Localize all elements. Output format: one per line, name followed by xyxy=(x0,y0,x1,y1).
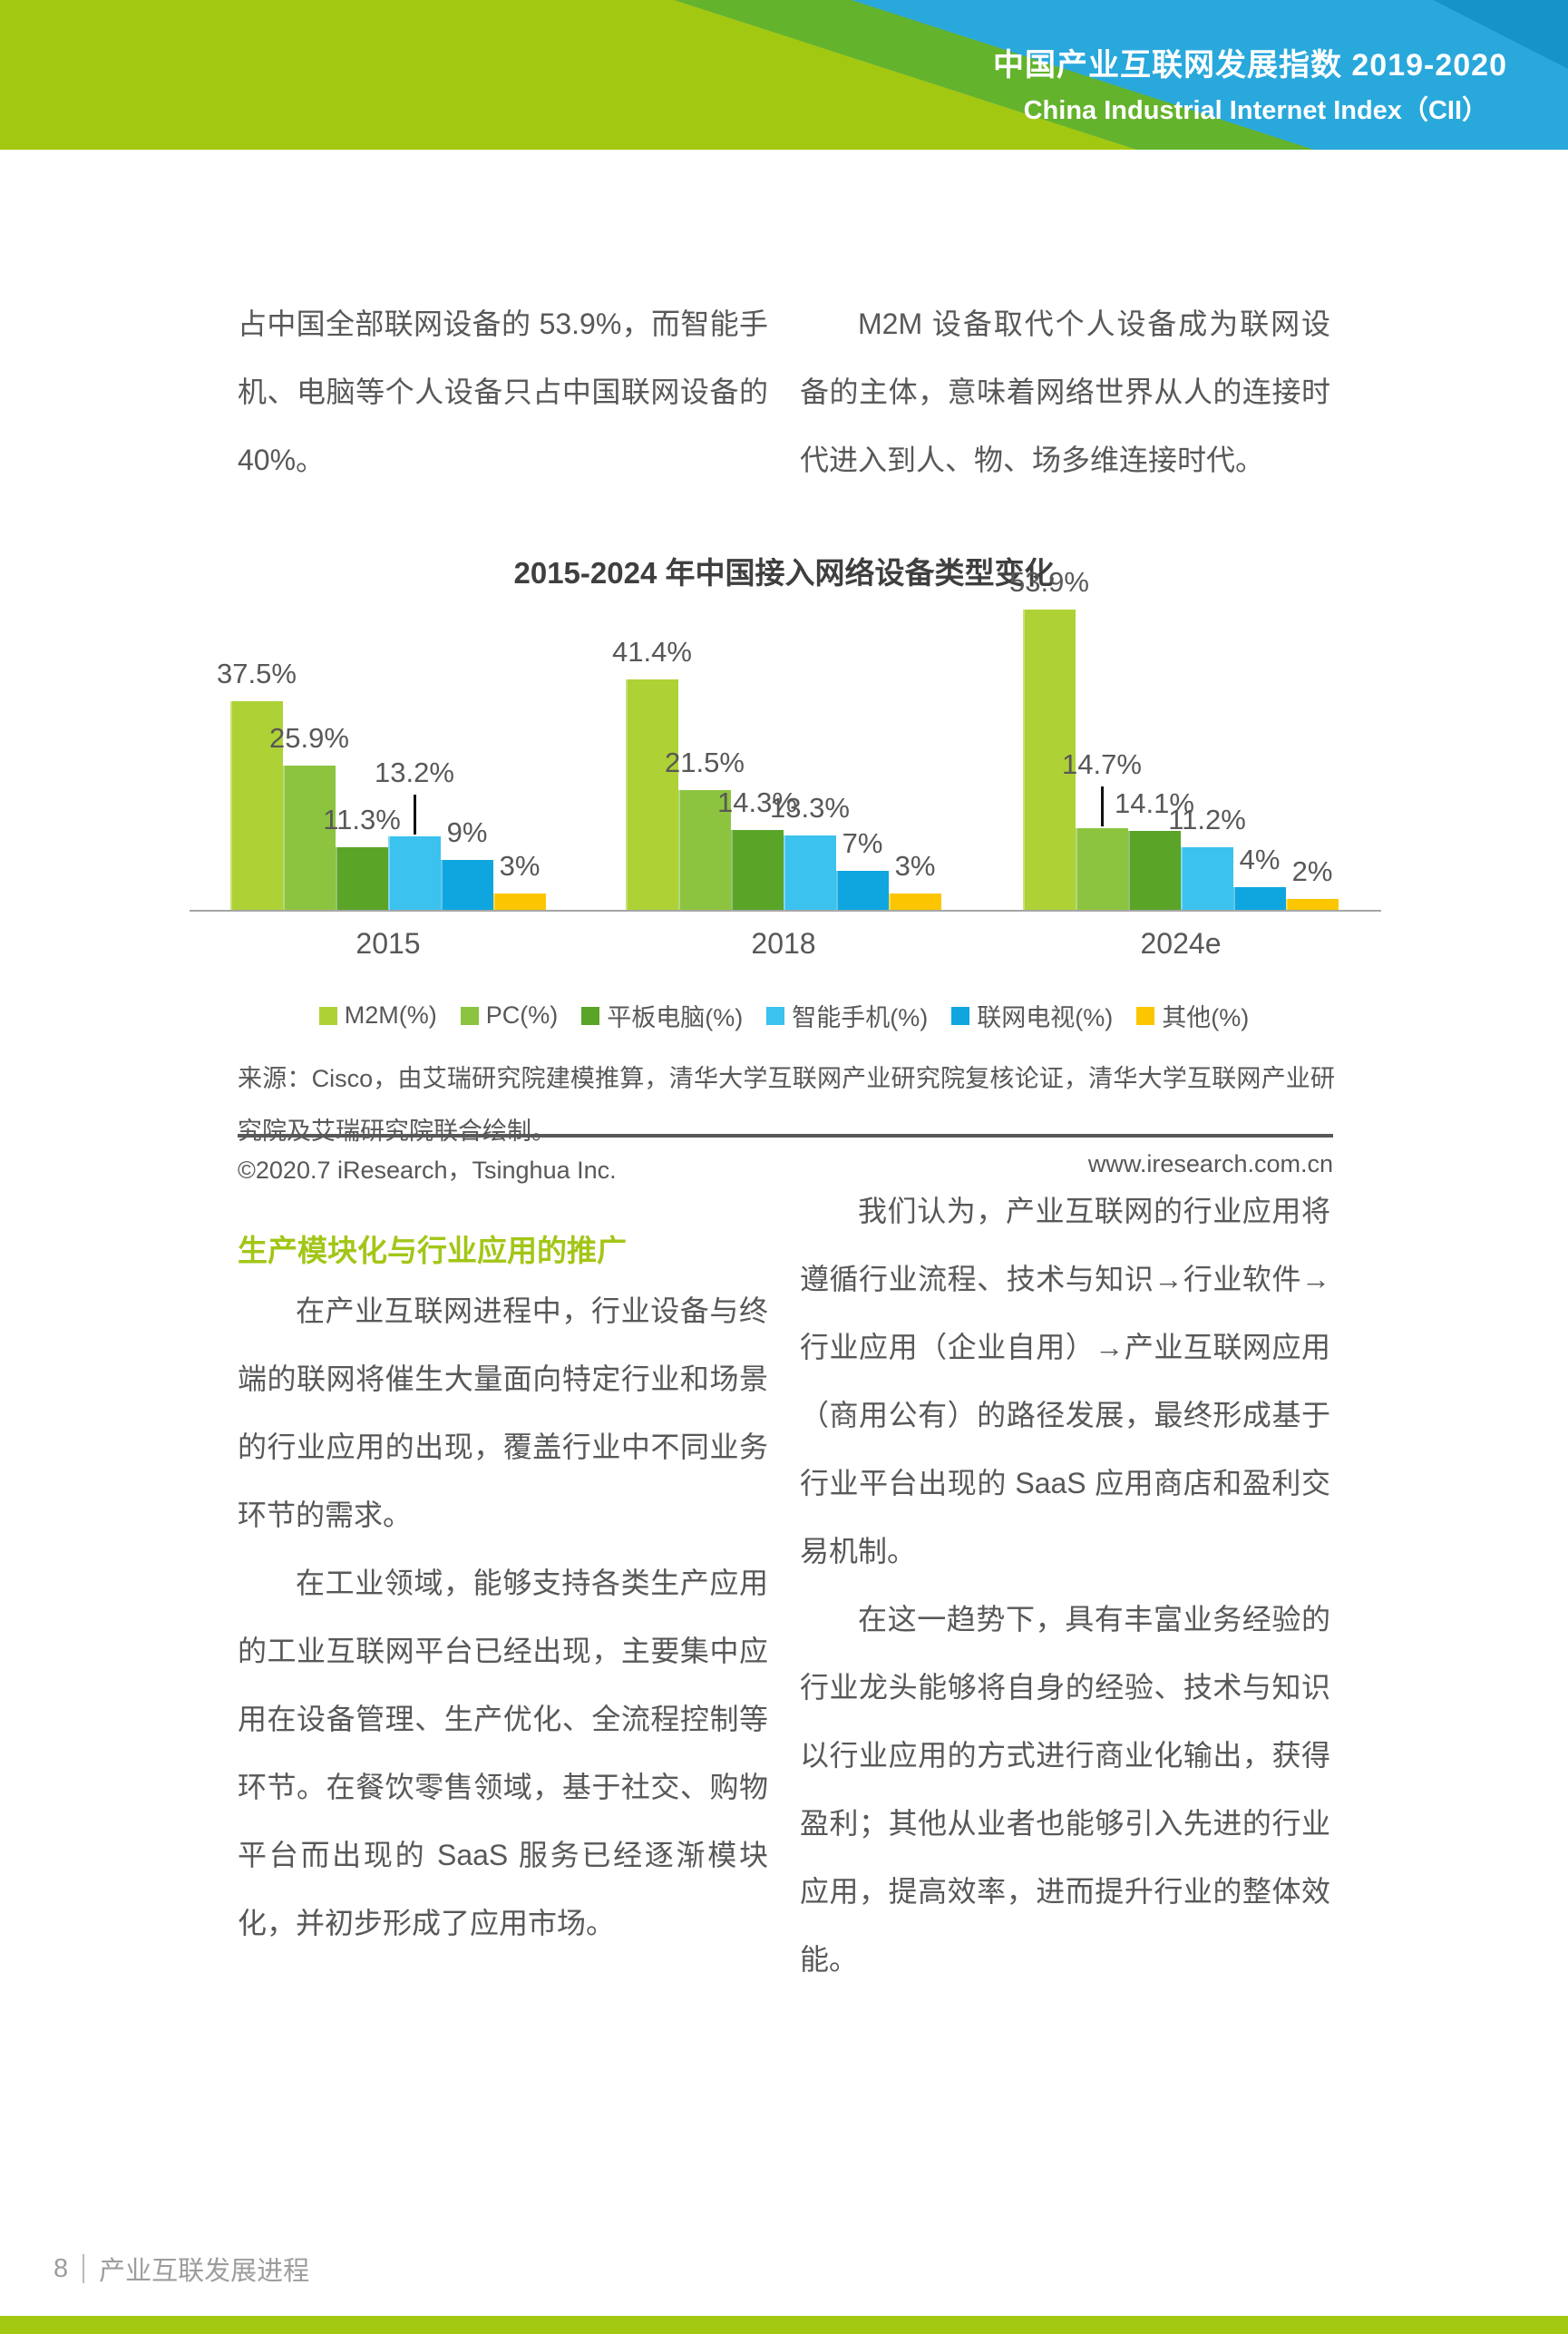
label-leader-line xyxy=(414,795,416,835)
divider-rule xyxy=(238,1134,1333,1138)
bar xyxy=(836,871,889,910)
legend-label: M2M(%) xyxy=(344,1001,437,1029)
bar-value-label: 7% xyxy=(842,827,883,859)
label-leader-line xyxy=(1101,786,1104,826)
bar xyxy=(493,894,546,910)
legend-item: 平板电脑(%) xyxy=(581,998,743,1033)
bar-value-label: 13.2% xyxy=(375,757,454,788)
bar xyxy=(1181,847,1233,910)
bar xyxy=(678,790,731,910)
bar-value-label: 25.9% xyxy=(269,722,349,754)
legend-label: PC(%) xyxy=(485,1001,559,1029)
legend-swatch-icon xyxy=(460,1006,479,1025)
legend-item: 联网电视(%) xyxy=(951,998,1113,1033)
bar-value-label: 9% xyxy=(446,816,488,848)
bar-value-label: 4% xyxy=(1239,844,1281,875)
bar xyxy=(626,679,678,910)
footer-section-name: 产业互联发展进程 xyxy=(99,2257,310,2286)
bar xyxy=(889,894,941,910)
page-header-banner: 中国产业互联网发展指数 2019-2020 China Industrial I… xyxy=(0,0,1568,150)
bar xyxy=(1076,828,1128,910)
bar xyxy=(441,860,493,910)
iresearch-url-link[interactable]: www.iresearch.com.cn xyxy=(1087,1150,1333,1177)
intro-paragraph-right: M2M 设备取代个人设备成为联网设备的主体，意味着网络世界从人的连接时代进入到人… xyxy=(800,308,1330,476)
bar-value-label: 14.1% xyxy=(1115,787,1194,819)
bar-value-label: 53.9% xyxy=(1009,566,1089,598)
chart-source-note: 来源：Cisco，由艾瑞研究院建模推算，清华大学互联网产业研究院复核论证，清华大… xyxy=(238,1065,1335,1145)
bar-value-label: 13.3% xyxy=(770,792,850,824)
bar xyxy=(1128,831,1181,910)
legend-label: 智能手机(%) xyxy=(792,1004,929,1031)
page-number: 8 xyxy=(54,2253,69,2283)
copyright-row: ©2020.7 iResearch，Tsinghua Inc. www.ires… xyxy=(238,1150,1333,1186)
report-title-en: China Industrial Internet Index（CII） xyxy=(1023,96,1488,125)
body-paragraph: 我们认为，产业互联网的行业应用将遵循行业流程、技术与知识→行业软件→行业应用（企… xyxy=(800,1195,1330,1567)
chart-title: 2015-2024 年中国接入网络设备类型变化 xyxy=(513,556,1055,590)
legend-label: 其他(%) xyxy=(1162,1004,1250,1031)
bar xyxy=(230,701,283,910)
bar-value-label: 11.3% xyxy=(323,804,401,835)
bar xyxy=(1233,887,1286,910)
footer-divider xyxy=(83,2254,85,2283)
chart-legend: M2M(%) PC(%) 平板电脑(%) 智能手机(%) 联网电视(%) 其他(%) xyxy=(0,998,1568,1033)
legend-item: 智能手机(%) xyxy=(766,998,928,1033)
category-label: 2018 xyxy=(751,927,816,960)
bar xyxy=(1023,610,1076,910)
legend-label: 联网电视(%) xyxy=(977,1004,1114,1031)
bar-value-label: 21.5% xyxy=(665,747,745,778)
bar-value-label: 37.5% xyxy=(217,658,297,689)
legend-swatch-icon xyxy=(1136,1006,1155,1025)
bottom-accent-bar xyxy=(0,2316,1568,2334)
bar-value-label: 2% xyxy=(1291,855,1333,887)
body-column-right: 我们认为，产业互联网的行业应用将遵循行业流程、技术与知识→行业软件→行业应用（企… xyxy=(800,1177,1330,1994)
page-footer: 8 产业互联发展进程 xyxy=(54,2250,309,2288)
body-paragraph: 在工业领域，能够支持各类生产应用的工业互联网平台已经出现，主要集中应用在设备管理… xyxy=(238,1567,768,1939)
chart-x-axis xyxy=(190,910,1381,912)
legend-swatch-icon xyxy=(766,1006,785,1025)
bar xyxy=(283,766,336,910)
report-title-zh: 中国产业互联网发展指数 2019-2020 xyxy=(992,48,1507,83)
legend-swatch-icon xyxy=(318,1006,337,1025)
legend-label: 平板电脑(%) xyxy=(607,1004,744,1031)
body-paragraph: 在产业互联网进程中，行业设备与终端的联网将催生大量面向特定行业和场景的行业应用的… xyxy=(238,1294,768,1531)
legend-swatch-icon xyxy=(951,1006,970,1025)
legend-item: 其他(%) xyxy=(1136,998,1249,1033)
bar-value-label: 41.4% xyxy=(612,636,692,668)
bar-chart: 2015-2024 年中国接入网络设备类型变化 37.5% 25.9% 11.3% 1… xyxy=(0,0,1568,1031)
bar-value-label: 3% xyxy=(499,850,541,882)
bar-value-label: 14.7% xyxy=(1062,748,1142,780)
legend-item: M2M(%) xyxy=(318,1001,437,1030)
bar-value-label: 3% xyxy=(894,850,936,882)
body-column-left: 在产业互联网进程中，行业设备与终端的联网将催生大量面向特定行业和场景的行业应用的… xyxy=(238,1277,768,1958)
bar xyxy=(336,847,388,910)
bar xyxy=(784,835,836,910)
category-label: 2015 xyxy=(355,927,421,960)
section-heading: 生产模块化与行业应用的推广 xyxy=(238,1234,627,1267)
body-paragraph: 在这一趋势下，具有丰富业务经验的行业龙头能够将自身的经验、技术与知识以行业应用的… xyxy=(800,1603,1330,1976)
bar-value-label: 11.2% xyxy=(1168,804,1246,835)
bar xyxy=(731,830,784,910)
intro-paragraph-left: 占中国全部联网设备的 53.9%，而智能手机、电脑等个人设备只占中国联网设备的 … xyxy=(238,308,768,476)
legend-item: PC(%) xyxy=(460,1001,559,1030)
bar xyxy=(388,836,441,910)
bar xyxy=(1286,899,1339,910)
bar-value-label: 14.3% xyxy=(717,786,797,818)
legend-swatch-icon xyxy=(581,1006,600,1025)
category-label: 2024e xyxy=(1140,927,1222,960)
copyright-text: ©2020.7 iResearch，Tsinghua Inc. xyxy=(238,1157,617,1184)
